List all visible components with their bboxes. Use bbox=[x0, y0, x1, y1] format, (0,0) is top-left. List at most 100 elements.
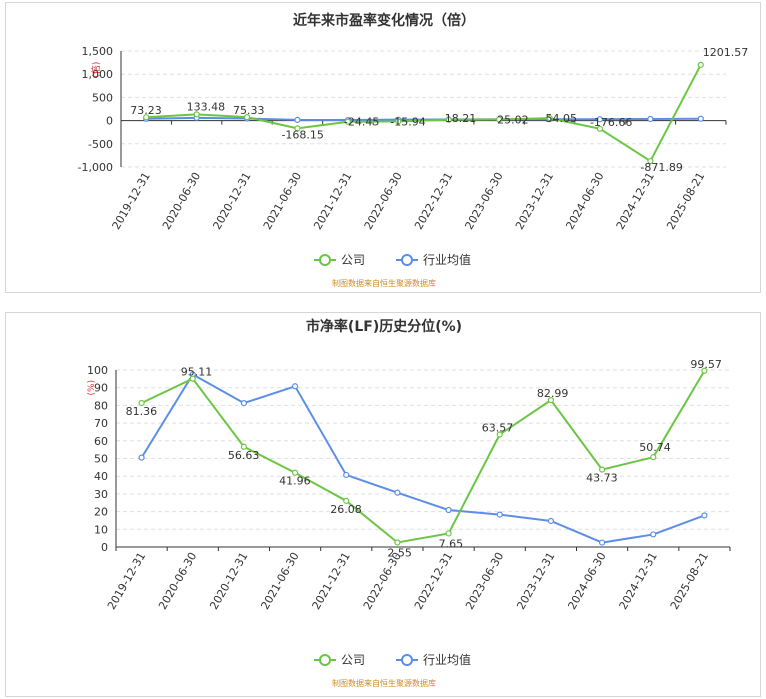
data-point bbox=[596, 116, 604, 123]
data-point bbox=[294, 116, 301, 124]
chart-title: 近年来市盈率变化情况（倍） bbox=[293, 12, 475, 29]
x-tick-label: 2021-06-30 bbox=[261, 170, 304, 232]
y-tick-label: 30 bbox=[94, 488, 108, 501]
data-label: 75.33 bbox=[233, 104, 265, 117]
data-point bbox=[647, 157, 654, 165]
x-tick-label: 2024-12-31 bbox=[614, 170, 657, 232]
data-point bbox=[394, 539, 401, 546]
data-point bbox=[240, 443, 248, 450]
legend-label: 行业均值 bbox=[423, 652, 471, 667]
data-point bbox=[701, 512, 708, 519]
chart-title: 市净率(LF)历史分位(%) bbox=[306, 318, 462, 335]
data-point bbox=[445, 116, 452, 123]
data-label: 54.05 bbox=[546, 112, 578, 125]
y-tick-label: 1,000 bbox=[82, 68, 114, 81]
x-tick-label: 2023-12-31 bbox=[514, 550, 557, 612]
data-point bbox=[240, 399, 248, 407]
data-label: 82.99 bbox=[537, 387, 569, 400]
data-label: -871.89 bbox=[640, 161, 682, 174]
source-note: 制图数据来自恒生聚源数据库 bbox=[332, 678, 436, 688]
x-tick-label: 2019-12-31 bbox=[105, 550, 148, 612]
x-tick-label: 2025-08-21 bbox=[664, 170, 707, 232]
legend-marker bbox=[319, 654, 331, 666]
x-tick-label: 2020-12-31 bbox=[210, 170, 253, 232]
data-point bbox=[344, 118, 351, 125]
y-tick-label: 50 bbox=[94, 453, 108, 466]
x-tick-label: 2020-06-30 bbox=[160, 170, 203, 232]
data-label: 133.48 bbox=[187, 100, 226, 113]
data-point bbox=[496, 116, 503, 123]
data-label: -15.94 bbox=[390, 115, 425, 128]
data-point bbox=[445, 506, 452, 514]
data-label: 63.57 bbox=[482, 421, 514, 434]
data-label: -176.66 bbox=[590, 116, 632, 129]
data-point bbox=[697, 61, 704, 68]
data-point bbox=[596, 125, 604, 132]
y-tick-label: 60 bbox=[94, 435, 108, 448]
legend-label: 公司 bbox=[341, 253, 365, 267]
data-point bbox=[445, 530, 452, 537]
y-tick-label: 0 bbox=[101, 541, 108, 554]
data-label: 25.02 bbox=[497, 113, 529, 126]
data-label: -24.45 bbox=[344, 116, 379, 129]
x-tick-label: 2021-06-30 bbox=[258, 550, 301, 612]
y-tick-label: 20 bbox=[94, 506, 108, 519]
y-tick-label: 80 bbox=[94, 399, 108, 412]
data-point bbox=[143, 114, 150, 121]
data-label: 18.21 bbox=[445, 112, 477, 125]
data-label: -168.15 bbox=[281, 128, 323, 141]
data-point bbox=[701, 367, 708, 374]
data-label: 41.96 bbox=[279, 475, 311, 488]
data-point bbox=[598, 539, 606, 546]
data-label: 2.55 bbox=[387, 546, 412, 559]
x-tick-label: 2023-06-30 bbox=[463, 550, 506, 612]
x-tick-label: 2022-06-30 bbox=[362, 170, 405, 232]
y-tick-label: 1,500 bbox=[82, 45, 114, 58]
pe-chart-panel: 近年来市盈率变化情况（倍） (倍) -1,000 -500 0 500 1,000 1,500… bbox=[5, 2, 761, 293]
data-point bbox=[294, 125, 301, 132]
y-tick-label: 100 bbox=[87, 364, 108, 377]
y-tick-label: 90 bbox=[94, 382, 108, 395]
data-label: 73.23 bbox=[130, 104, 162, 117]
data-point bbox=[343, 497, 350, 504]
y-tick-label: 500 bbox=[92, 91, 113, 104]
data-point bbox=[193, 111, 200, 118]
y-tick-label: 40 bbox=[94, 470, 108, 483]
legend-label: 行业均值 bbox=[423, 252, 471, 267]
y-axis-unit-label: (倍) bbox=[90, 62, 102, 78]
data-label: 1201.57 bbox=[703, 46, 749, 59]
legend-label: 公司 bbox=[341, 653, 365, 667]
data-label: 95.11 bbox=[181, 366, 213, 379]
series-line-industry-average bbox=[140, 373, 705, 544]
data-point bbox=[496, 511, 503, 518]
data-point bbox=[546, 114, 553, 122]
x-tick-label: 2023-12-31 bbox=[513, 170, 556, 232]
x-tick-label: 2024-12-31 bbox=[617, 550, 660, 612]
y-tick-label: -1,000 bbox=[78, 161, 113, 174]
data-point bbox=[650, 531, 657, 538]
series-line-company bbox=[141, 370, 706, 544]
pb-percentile-chart-panel: 市净率(LF)历史分位(%) (%) 0 10 20 30 40 50 60 70 80 90 100 2… bbox=[5, 312, 761, 697]
legend-marker bbox=[319, 254, 331, 266]
data-point bbox=[291, 469, 299, 476]
x-tick-label: 2022-12-31 bbox=[412, 170, 455, 232]
data-point bbox=[598, 466, 606, 473]
data-point bbox=[647, 115, 654, 123]
data-label: 43.73 bbox=[586, 472, 618, 485]
x-tick-label: 2021-12-31 bbox=[311, 170, 354, 232]
x-tick-label: 2023-06-30 bbox=[462, 170, 505, 232]
data-label: 50.74 bbox=[639, 441, 671, 454]
data-point bbox=[496, 431, 503, 438]
data-label: 56.63 bbox=[228, 449, 260, 462]
data-point bbox=[138, 399, 145, 407]
y-tick-label: 0 bbox=[106, 115, 113, 128]
data-point bbox=[243, 114, 251, 121]
x-tick-label: 2020-12-31 bbox=[207, 550, 250, 612]
data-point bbox=[189, 375, 196, 382]
data-point bbox=[395, 118, 402, 125]
x-tick-label: 2024-06-30 bbox=[563, 170, 606, 232]
data-label: 7.65 bbox=[439, 537, 464, 550]
pe-chart: 近年来市盈率变化情况（倍） (倍) -1,000 -500 0 500 1,000 1,500… bbox=[78, 12, 749, 288]
x-tick-label: 2020-06-30 bbox=[156, 550, 199, 612]
data-label: 26.08 bbox=[330, 503, 362, 516]
